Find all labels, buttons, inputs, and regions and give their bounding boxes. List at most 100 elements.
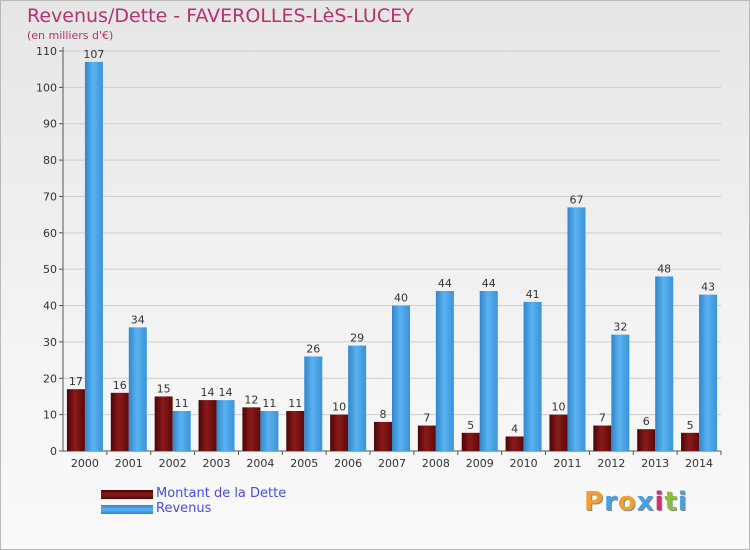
data-label-revenue-2002: 11 [175, 397, 189, 410]
x-tick-label-2007: 2007 [378, 457, 406, 470]
y-tick-label: 50 [43, 263, 57, 276]
logo-letter: i [677, 487, 688, 517]
bar-debt-2004 [242, 407, 261, 451]
bar-revenue-2001 [128, 327, 147, 451]
x-tick-label-2011: 2011 [553, 457, 581, 470]
data-label-revenue-2005: 26 [306, 342, 320, 355]
y-tick-label: 80 [43, 154, 57, 167]
bar-debt-2009 [461, 432, 480, 451]
data-label-debt-2009: 5 [467, 419, 474, 432]
bar-revenue-2006 [348, 345, 367, 451]
x-tick-label-2008: 2008 [422, 457, 450, 470]
data-label-revenue-2014: 43 [701, 281, 715, 294]
y-tick-label: 110 [36, 45, 57, 58]
y-tick-label: 70 [43, 190, 57, 203]
data-label-revenue-2003: 14 [219, 386, 233, 399]
logo-letter: r [604, 487, 618, 517]
x-tick-label-2010: 2010 [510, 457, 538, 470]
legend-swatch-debt [101, 490, 153, 499]
data-label-revenue-2007: 40 [394, 292, 408, 305]
bar-revenue-2002 [172, 411, 191, 451]
data-label-debt-2002: 15 [157, 382, 171, 395]
bar-revenue-2012 [611, 334, 630, 451]
data-label-debt-2005: 11 [288, 397, 302, 410]
bar-debt-2010 [505, 436, 524, 451]
data-label-revenue-2011: 67 [569, 193, 583, 206]
bar-debt-2001 [110, 392, 129, 451]
bar-revenue-2009 [479, 291, 498, 451]
data-label-debt-2011: 10 [551, 401, 565, 414]
y-tick-label: 10 [43, 409, 57, 422]
y-tick-label: 90 [43, 118, 57, 131]
y-tick-label: 60 [43, 227, 57, 240]
logo-letter: i [654, 487, 665, 517]
bar-debt-2012 [593, 425, 612, 451]
data-label-debt-2003: 14 [201, 386, 215, 399]
bar-debt-2013 [637, 429, 656, 451]
bar-revenue-2010 [523, 301, 542, 451]
bar-debt-2008 [417, 425, 436, 451]
x-tick-label-2000: 2000 [71, 457, 99, 470]
x-tick-label-2006: 2006 [334, 457, 362, 470]
bar-revenue-2007 [392, 305, 410, 451]
data-label-revenue-2004: 11 [262, 397, 276, 410]
x-tick-label-2009: 2009 [466, 457, 494, 470]
logo-letter: P [584, 487, 605, 517]
y-tick-label: 30 [43, 336, 57, 349]
bar-debt-2003 [198, 400, 217, 451]
x-tick-label-2014: 2014 [685, 457, 713, 470]
bar-revenue-2014 [699, 294, 718, 451]
data-label-revenue-2006: 29 [350, 332, 364, 345]
bar-revenue-2011 [567, 207, 586, 451]
x-tick-label-2005: 2005 [290, 457, 318, 470]
bar-debt-2007 [374, 421, 392, 451]
x-tick-label-2004: 2004 [246, 457, 274, 470]
proxiti-logo: Proxiti [584, 487, 688, 517]
bar-debt-2014 [681, 432, 700, 451]
data-label-debt-2004: 12 [244, 393, 258, 406]
y-tick-label: 20 [43, 372, 57, 385]
y-tick-label: 0 [50, 445, 57, 458]
bar-debt-2011 [549, 414, 568, 451]
data-label-debt-2014: 5 [687, 419, 694, 432]
data-label-revenue-2008: 44 [438, 277, 452, 290]
y-tick-label: 40 [43, 300, 57, 313]
data-label-debt-2008: 7 [423, 412, 430, 425]
x-tick-label-2002: 2002 [159, 457, 187, 470]
logo-letter: o [617, 487, 637, 517]
legend-label-debt: Montant de la Dette [156, 486, 287, 501]
bar-revenue-2003 [216, 400, 235, 451]
x-tick-label-2003: 2003 [203, 457, 231, 470]
data-label-revenue-2000: 107 [83, 48, 104, 61]
data-label-revenue-2009: 44 [482, 277, 496, 290]
data-label-debt-2000: 17 [69, 375, 83, 388]
x-tick-label-2013: 2013 [641, 457, 669, 470]
legend-swatch-revenue [101, 505, 153, 514]
bar-debt-2000 [66, 389, 85, 451]
bar-debt-2005 [286, 411, 305, 451]
data-label-debt-2012: 7 [599, 412, 606, 425]
logo-letter: t [664, 487, 678, 517]
logo-letter: x [636, 487, 655, 517]
data-label-revenue-2013: 48 [657, 262, 671, 275]
bar-debt-2006 [330, 414, 349, 451]
legend-label-revenue: Revenus [156, 501, 212, 516]
bar-debt-2002 [154, 396, 173, 451]
x-tick-label-2001: 2001 [115, 457, 143, 470]
data-label-debt-2007: 8 [380, 408, 387, 421]
data-label-revenue-2001: 34 [131, 313, 145, 326]
bar-revenue-2008 [435, 291, 454, 451]
data-label-revenue-2010: 41 [526, 288, 540, 301]
bar-revenue-2005 [304, 356, 323, 451]
data-label-debt-2010: 4 [511, 422, 518, 435]
data-label-debt-2006: 10 [332, 401, 346, 414]
y-tick-label: 100 [36, 81, 57, 94]
bar-revenue-2013 [655, 276, 674, 451]
data-label-debt-2001: 16 [113, 379, 127, 392]
data-label-debt-2013: 6 [643, 415, 650, 428]
chart-subtitle: (en milliers d'€) [27, 29, 114, 42]
data-label-revenue-2012: 32 [613, 321, 627, 334]
chart-title: Revenus/Dette - FAVEROLLES-LèS-LUCEY [27, 5, 414, 27]
